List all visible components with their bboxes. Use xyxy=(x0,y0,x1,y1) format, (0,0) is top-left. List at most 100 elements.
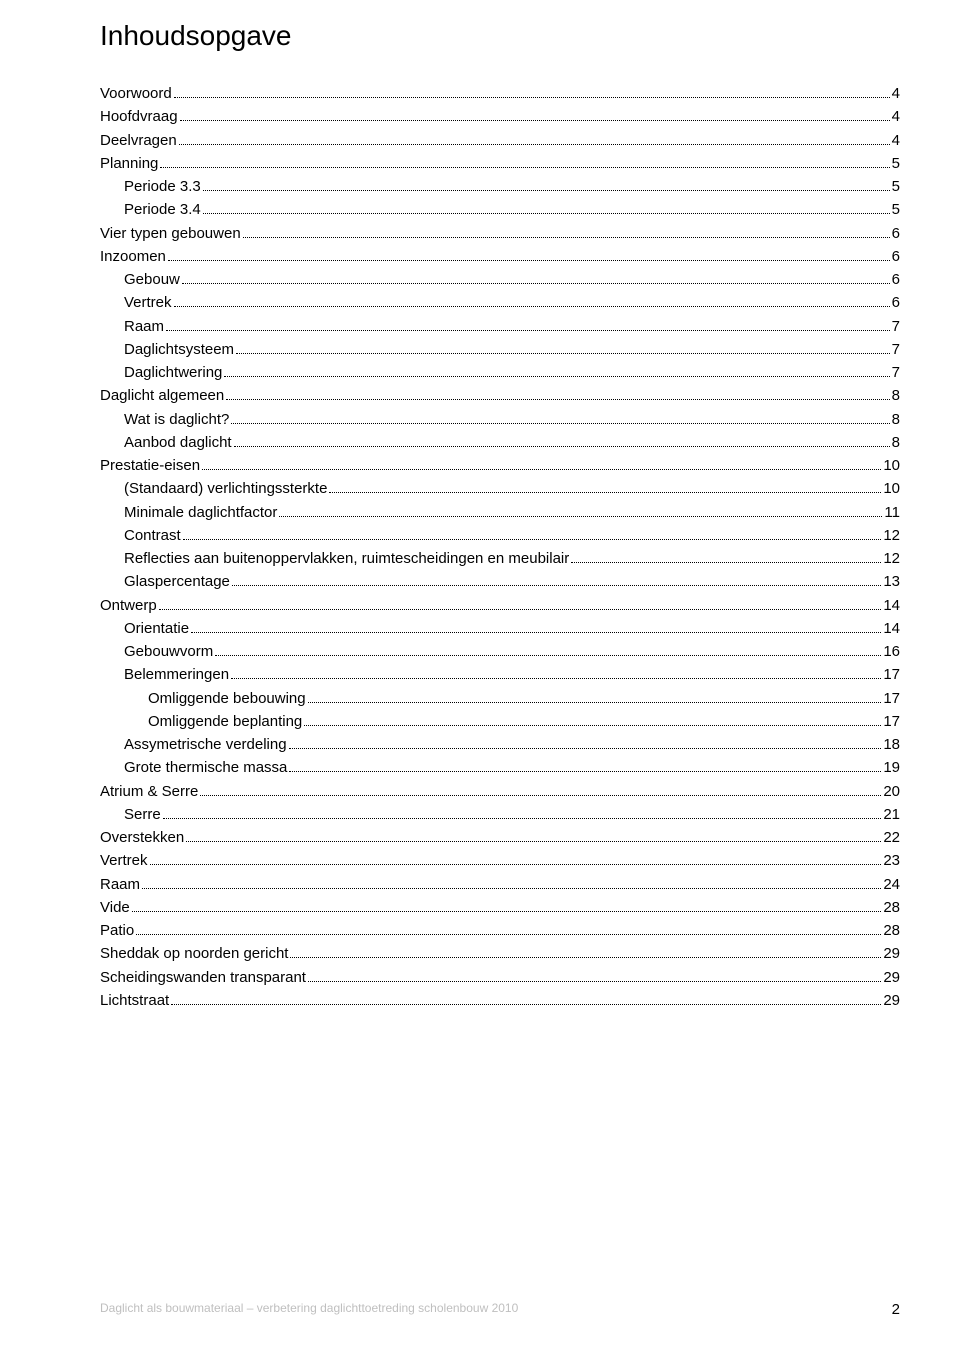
toc-leader-dots xyxy=(279,516,882,517)
toc-leader-dots xyxy=(226,399,889,400)
toc-entry: Patio28 xyxy=(100,919,900,942)
toc-entry: Hoofdvraag4 xyxy=(100,105,900,128)
toc-label: Daglichtsysteem xyxy=(124,338,234,361)
page-footer: Daglicht als bouwmateriaal – verbetering… xyxy=(100,1301,900,1318)
toc-label: Gebouw xyxy=(124,268,180,291)
toc-page-number: 22 xyxy=(883,826,900,849)
toc-entry: Glaspercentage13 xyxy=(100,570,900,593)
toc-label: Daglicht algemeen xyxy=(100,384,224,407)
toc-page-number: 12 xyxy=(883,547,900,570)
toc-leader-dots xyxy=(231,423,889,424)
toc-entry: Voorwoord4 xyxy=(100,82,900,105)
toc-label: Omliggende beplanting xyxy=(148,710,302,733)
toc-page-number: 14 xyxy=(883,617,900,640)
toc-leader-dots xyxy=(168,260,890,261)
toc-label: Deelvragen xyxy=(100,129,177,152)
toc-entry: Omliggende beplanting17 xyxy=(100,710,900,733)
toc-leader-dots xyxy=(179,144,890,145)
toc-leader-dots xyxy=(171,1004,881,1005)
toc-label: (Standaard) verlichtingssterkte xyxy=(124,477,327,500)
toc-label: Prestatie-eisen xyxy=(100,454,200,477)
toc-entry: Orientatie14 xyxy=(100,617,900,640)
toc-entry: Aanbod daglicht8 xyxy=(100,431,900,454)
toc-label: Scheidingswanden transparant xyxy=(100,966,306,989)
toc-leader-dots xyxy=(191,632,881,633)
toc-entry: Vide28 xyxy=(100,896,900,919)
toc-entry: Inzoomen 6 xyxy=(100,245,900,268)
toc-entry: (Standaard) verlichtingssterkte 10 xyxy=(100,477,900,500)
toc-label: Voorwoord xyxy=(100,82,172,105)
toc-label: Contrast xyxy=(124,524,181,547)
toc-label: Belemmeringen xyxy=(124,663,229,686)
toc-page-number: 5 xyxy=(892,152,900,175)
toc-leader-dots xyxy=(180,120,890,121)
toc-entry: Vertrek 23 xyxy=(100,849,900,872)
toc-page-number: 8 xyxy=(892,408,900,431)
toc-entry: Vier typen gebouwen6 xyxy=(100,222,900,245)
toc-leader-dots xyxy=(289,771,881,772)
toc-label: Atrium & Serre xyxy=(100,780,198,803)
toc-entry: Scheidingswanden transparant 29 xyxy=(100,966,900,989)
toc-label: Inzoomen xyxy=(100,245,166,268)
toc-page-number: 12 xyxy=(883,524,900,547)
toc-entry: Omliggende bebouwing17 xyxy=(100,687,900,710)
toc-label: Ontwerp xyxy=(100,594,157,617)
toc-entry: Daglicht algemeen 8 xyxy=(100,384,900,407)
footer-text: Daglicht als bouwmateriaal – verbetering… xyxy=(100,1301,518,1318)
toc-leader-dots xyxy=(160,167,889,168)
toc-leader-dots xyxy=(186,841,881,842)
toc-leader-dots xyxy=(289,748,882,749)
toc-leader-dots xyxy=(182,283,890,284)
toc-page-number: 8 xyxy=(892,384,900,407)
toc-leader-dots xyxy=(304,725,881,726)
toc-leader-dots xyxy=(308,702,882,703)
toc-page-number: 17 xyxy=(883,687,900,710)
toc-label: Serre xyxy=(124,803,161,826)
toc-leader-dots xyxy=(571,562,881,563)
toc-leader-dots xyxy=(132,911,882,912)
toc-page-number: 20 xyxy=(883,780,900,803)
toc-label: Reflecties aan buitenoppervlakken, ruimt… xyxy=(124,547,569,570)
toc-leader-dots xyxy=(308,981,881,982)
toc-leader-dots xyxy=(329,492,881,493)
toc-entry: Contrast 12 xyxy=(100,524,900,547)
toc-page-number: 23 xyxy=(883,849,900,872)
toc-page-number: 8 xyxy=(892,431,900,454)
toc-label: Vide xyxy=(100,896,130,919)
toc-leader-dots xyxy=(236,353,890,354)
toc-leader-dots xyxy=(203,190,890,191)
toc-entry: Ontwerp14 xyxy=(100,594,900,617)
toc-label: Lichtstraat xyxy=(100,989,169,1012)
toc-leader-dots xyxy=(243,237,890,238)
toc-page-number: 4 xyxy=(892,129,900,152)
toc-page-number: 16 xyxy=(883,640,900,663)
toc-leader-dots xyxy=(290,957,881,958)
toc-page-number: 6 xyxy=(892,245,900,268)
toc-leader-dots xyxy=(174,97,890,98)
toc-leader-dots xyxy=(150,864,882,865)
toc-label: Assymetrische verdeling xyxy=(124,733,287,756)
toc-label: Vertrek xyxy=(124,291,172,314)
toc-leader-dots xyxy=(202,469,881,470)
toc-entry: Planning5 xyxy=(100,152,900,175)
toc-leader-dots xyxy=(163,818,882,819)
toc-entry: Daglichtsysteem 7 xyxy=(100,338,900,361)
toc-label: Raam xyxy=(124,315,164,338)
toc-page-number: 29 xyxy=(883,989,900,1012)
toc-page-number: 10 xyxy=(883,477,900,500)
toc-leader-dots xyxy=(234,446,890,447)
toc-entry: Grote thermische massa19 xyxy=(100,756,900,779)
toc-page-number: 17 xyxy=(883,663,900,686)
toc-leader-dots xyxy=(200,795,881,796)
toc-leader-dots xyxy=(232,585,881,586)
toc-label: Vertrek xyxy=(100,849,148,872)
toc-label: Wat is daglicht? xyxy=(124,408,229,431)
toc-entry: Periode 3.35 xyxy=(100,175,900,198)
toc-page-number: 7 xyxy=(892,361,900,384)
toc-page-number: 5 xyxy=(892,175,900,198)
toc-page-number: 29 xyxy=(883,966,900,989)
toc-list: Voorwoord4Hoofdvraag4Deelvragen 4Planning… xyxy=(100,82,900,1012)
toc-page-number: 7 xyxy=(892,338,900,361)
toc-label: Minimale daglichtfactor xyxy=(124,501,277,524)
toc-leader-dots xyxy=(183,539,882,540)
